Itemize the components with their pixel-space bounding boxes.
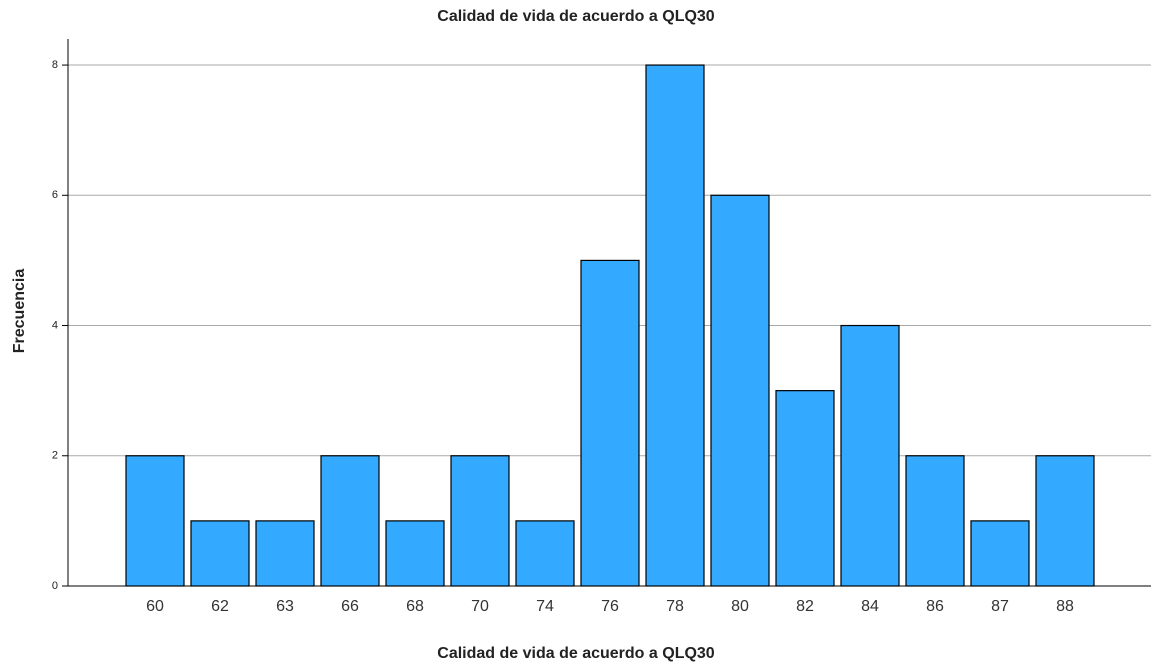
bar	[255, 520, 315, 587]
x-tick-label: 63	[276, 598, 294, 615]
y-axis-title: Frecuencia	[11, 269, 28, 354]
chart-title: Calidad de vida de acuerdo a QLQ30	[437, 8, 715, 25]
bar	[1035, 455, 1095, 587]
y-tick-label: 2	[52, 450, 58, 462]
y-tick-label: 8	[52, 59, 58, 71]
x-tick-label: 80	[731, 598, 749, 615]
bar	[970, 520, 1030, 587]
x-tick-label: 68	[406, 598, 424, 615]
x-tick-label: 87	[991, 598, 1009, 615]
y-tick-label: 0	[52, 580, 58, 592]
x-tick-label: 84	[861, 598, 879, 615]
bar	[385, 520, 445, 587]
y-tick-label: 4	[52, 319, 58, 331]
x-tick-label: 70	[471, 598, 489, 615]
bar	[905, 455, 965, 587]
bar	[645, 64, 705, 587]
x-tick-label: 76	[601, 598, 619, 615]
x-tick-label: 86	[926, 598, 944, 615]
x-tick-label: 62	[211, 598, 229, 615]
y-tick-label: 6	[52, 189, 58, 201]
x-tick-label: 88	[1056, 598, 1074, 615]
x-tick-label: 60	[146, 598, 164, 615]
x-tick-label: 66	[341, 598, 359, 615]
bar	[775, 390, 835, 587]
bar	[840, 324, 900, 587]
bar	[515, 520, 575, 587]
bar	[125, 455, 185, 587]
x-tick-label: 78	[666, 598, 684, 615]
bar	[580, 259, 640, 587]
bar	[710, 194, 770, 587]
bar	[190, 520, 250, 587]
x-axis-title: Calidad de vida de acuerdo a QLQ30	[437, 645, 715, 662]
x-tick-label: 82	[796, 598, 814, 615]
x-tick-label: 74	[536, 598, 554, 615]
bar	[320, 455, 380, 587]
bar	[450, 455, 510, 587]
